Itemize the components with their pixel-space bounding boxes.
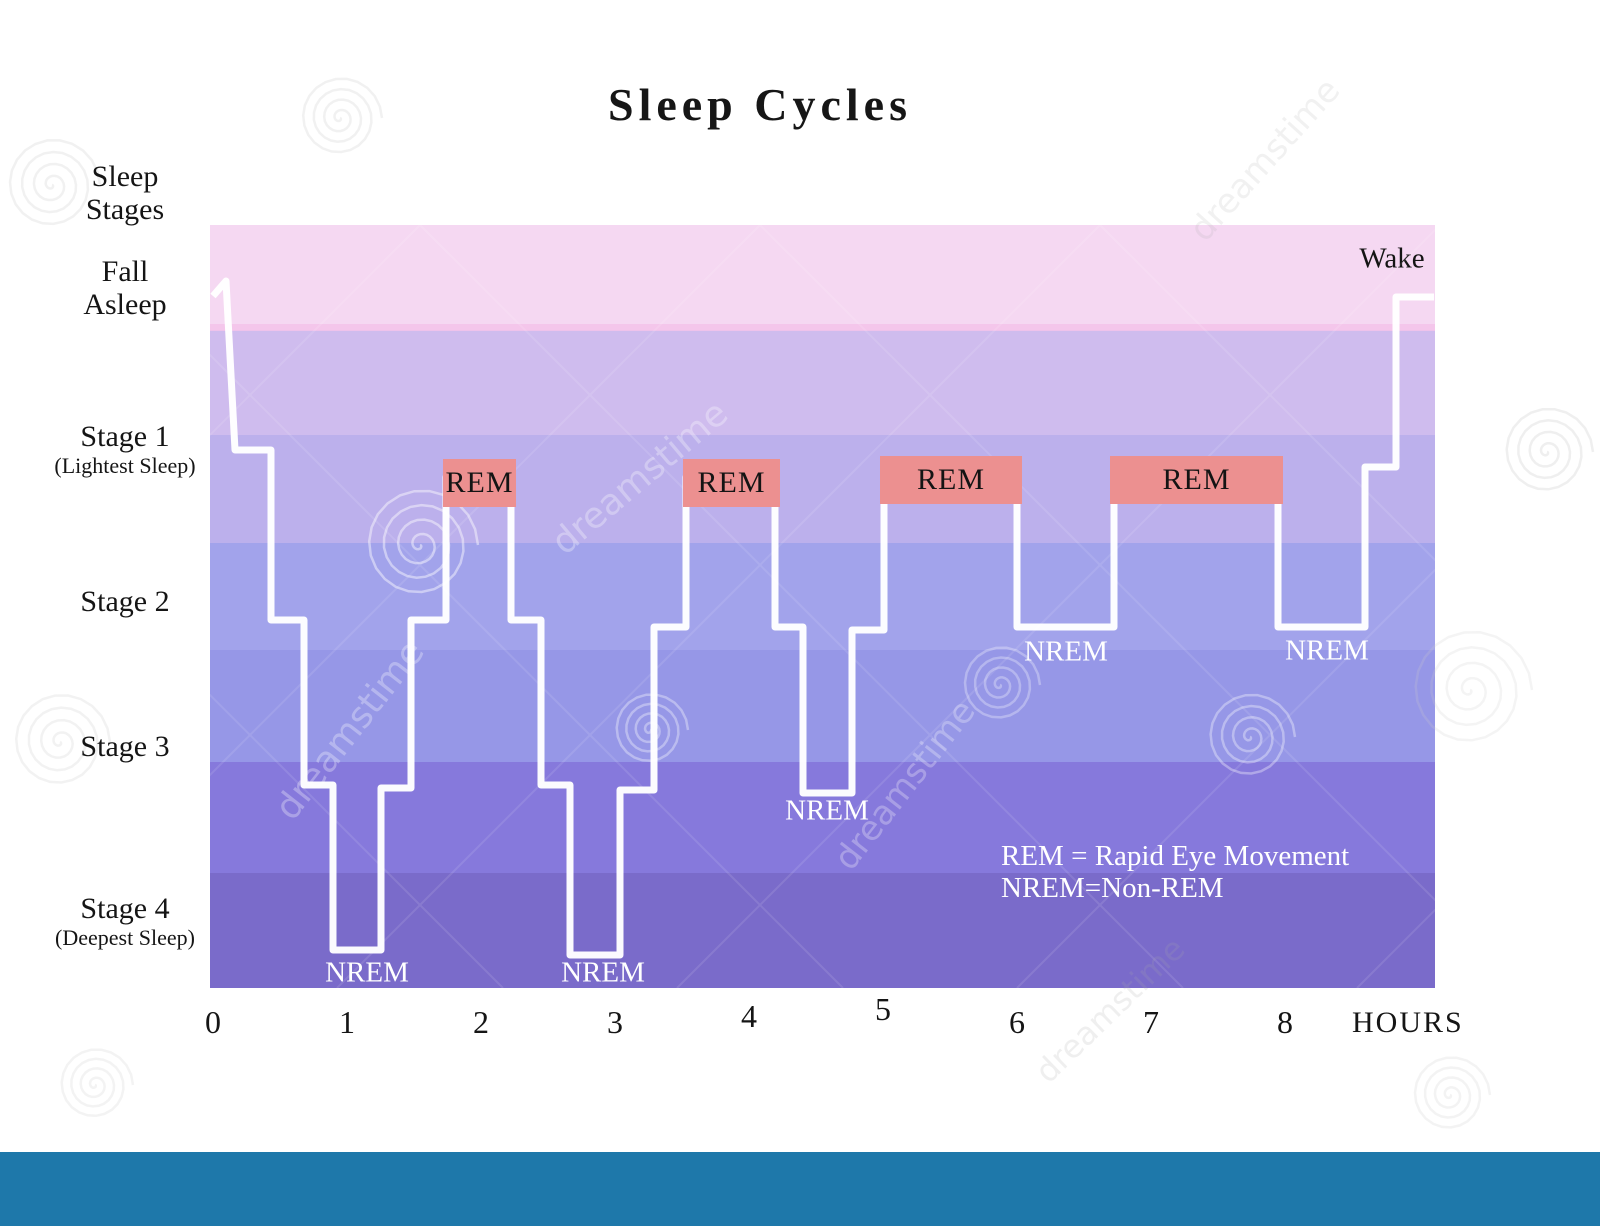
watermark-spiral [1209, 693, 1297, 775]
diagonal-line [1440, 225, 1600, 988]
rem-period-box: REM [683, 459, 780, 507]
wake-annotation: Wake [1359, 242, 1425, 275]
diagonal-line [210, 693, 504, 988]
nrem-annotation: NREM [1285, 634, 1369, 667]
y-axis-label: Stage 2 [5, 585, 245, 618]
rem-period-box: REM [1110, 456, 1283, 504]
y-axis-label-line: Stage 1 [80, 420, 170, 453]
diagonal-line [210, 225, 761, 777]
y-axis-label-line: Sleep [91, 160, 159, 193]
rem-period-box: REM [443, 459, 516, 507]
chart-title: Sleep Cycles [607, 79, 912, 130]
stage-band [210, 330, 1435, 435]
nrem-annotation: NREM [1024, 635, 1108, 668]
y-axis-label-line: Asleep [83, 288, 167, 321]
watermark-spiral [14, 694, 112, 784]
watermark-spiral [8, 139, 102, 226]
legend-rem-definition: REM = Rapid Eye Movement [1001, 840, 1350, 872]
sleep-depth-line [210, 277, 1434, 959]
rem-period-box: REM [880, 456, 1022, 504]
x-axis-tick-label: 3 [607, 1004, 623, 1040]
watermark-spiral [1505, 407, 1595, 491]
diagonal-line [419, 225, 1184, 988]
watermark-bar: dreamstime.com ID 128874300 © Vaeenma [0, 1152, 1600, 1226]
y-axis-label: Sleep Stages [5, 160, 245, 226]
watermark-spiral [1414, 631, 1534, 742]
nrem-annotation: NREM [325, 956, 409, 989]
watermark-spiral [615, 693, 690, 763]
diagonal-line [336, 225, 1101, 988]
watermark-spiral [60, 1048, 135, 1118]
y-axis-label-line: Stage 4 [80, 892, 170, 925]
pink-band-edge [210, 324, 1435, 331]
x-axis-tick-label: 2 [473, 1004, 489, 1040]
x-axis-tick-label: 4 [741, 998, 757, 1034]
x-axis-tick-label: 5 [875, 991, 891, 1027]
legend-nrem-definition: NREM=Non-REM [1001, 872, 1224, 904]
diagonal-line [1016, 568, 1435, 988]
y-axis-label: Fall Asleep [5, 255, 245, 321]
rem-period-label: REM [445, 466, 514, 499]
x-axis-unit-label: HOURS [1352, 1006, 1464, 1039]
y-axis-label-line: Stage 3 [80, 730, 170, 763]
diagonal-line [210, 225, 421, 437]
y-axis-label: Stage 3 [5, 730, 245, 763]
rem-period-label: REM [916, 463, 985, 496]
x-axis-tick-label: 0 [205, 1004, 221, 1040]
y-axis-label-line: Stage 2 [80, 585, 170, 618]
y-axis-sublabel: (Deepest Sleep) [55, 925, 195, 950]
x-axis-tick-label: 6 [1009, 1004, 1025, 1040]
y-axis-label: Stage 1 (Lightest Sleep) [5, 420, 245, 479]
diagonal-line [676, 228, 1435, 988]
watermark-diagonal-lines [210, 225, 1600, 988]
rem-period-label: REM [697, 466, 766, 499]
x-axis-tick-label: 7 [1143, 1004, 1159, 1040]
y-axis-label-line: Stages [85, 193, 165, 226]
diagonal-line [210, 353, 844, 988]
stage-band [210, 873, 1435, 988]
y-axis-label: Stage 4 (Deepest Sleep) [5, 892, 245, 951]
nrem-annotation: NREM [561, 956, 645, 989]
watermark-spiral [301, 77, 384, 154]
diagonal-line [1099, 225, 1435, 562]
y-axis-sublabel: (Lightest Sleep) [54, 453, 196, 478]
y-axis-label-line: Fall [101, 255, 149, 288]
stage-band [210, 225, 1435, 330]
diagonal-line [759, 225, 1435, 902]
x-axis-tick-label: 8 [1277, 1004, 1293, 1040]
rem-period-label: REM [1162, 463, 1231, 496]
watermark-spiral [963, 646, 1042, 719]
watermark-spiral [1413, 1056, 1492, 1129]
nrem-annotation: NREM [785, 794, 869, 827]
x-axis-tick-label: 1 [339, 1004, 355, 1040]
